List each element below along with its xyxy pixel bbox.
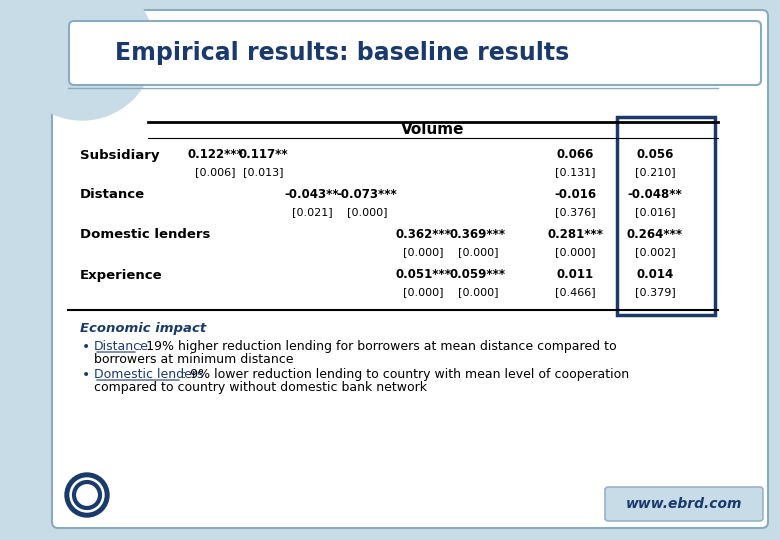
Text: [0.000]: [0.000] bbox=[402, 287, 443, 297]
Text: Distance: Distance bbox=[80, 188, 145, 201]
Circle shape bbox=[70, 478, 104, 512]
Text: -0.016: -0.016 bbox=[554, 188, 596, 201]
Text: [0.000]: [0.000] bbox=[458, 287, 498, 297]
Text: compared to country without domestic bank network: compared to country without domestic ban… bbox=[94, 381, 427, 394]
Text: -0.048**: -0.048** bbox=[628, 188, 682, 201]
Text: 0.066: 0.066 bbox=[556, 148, 594, 161]
Text: [0.013]: [0.013] bbox=[243, 167, 283, 177]
Text: 0.011: 0.011 bbox=[556, 268, 594, 281]
Text: 0.362***: 0.362*** bbox=[395, 228, 451, 241]
FancyBboxPatch shape bbox=[617, 117, 715, 315]
Text: -0.043**: -0.043** bbox=[285, 188, 339, 201]
Text: 0.117**: 0.117** bbox=[238, 148, 288, 161]
Text: •: • bbox=[82, 340, 90, 354]
Text: [0.210]: [0.210] bbox=[635, 167, 675, 177]
Text: www.ebrd.com: www.ebrd.com bbox=[626, 497, 743, 511]
FancyBboxPatch shape bbox=[52, 10, 768, 528]
Text: Volume: Volume bbox=[401, 123, 465, 138]
Text: Distance: Distance bbox=[94, 340, 149, 353]
Text: borrowers at minimum distance: borrowers at minimum distance bbox=[94, 353, 293, 366]
FancyBboxPatch shape bbox=[605, 487, 763, 521]
Text: 0.369***: 0.369*** bbox=[450, 228, 506, 241]
Circle shape bbox=[65, 473, 109, 517]
Text: 0.281***: 0.281*** bbox=[547, 228, 603, 241]
Text: •: • bbox=[82, 368, 90, 382]
Text: [0.131]: [0.131] bbox=[555, 167, 595, 177]
Text: Domestic lenders: Domestic lenders bbox=[94, 368, 204, 381]
Text: [0.002]: [0.002] bbox=[635, 247, 675, 257]
Text: [0.379]: [0.379] bbox=[635, 287, 675, 297]
Text: Empirical results: baseline results: Empirical results: baseline results bbox=[115, 41, 569, 65]
Text: [0.466]: [0.466] bbox=[555, 287, 595, 297]
Text: [0.000]: [0.000] bbox=[402, 247, 443, 257]
Circle shape bbox=[10, 0, 154, 120]
Text: 0.264***: 0.264*** bbox=[627, 228, 683, 241]
Text: : 19% higher reduction lending for borrowers at mean distance compared to: : 19% higher reduction lending for borro… bbox=[138, 340, 617, 353]
Text: [0.016]: [0.016] bbox=[635, 207, 675, 217]
Text: 0.059***: 0.059*** bbox=[450, 268, 506, 281]
FancyBboxPatch shape bbox=[69, 21, 761, 85]
Text: [0.006]: [0.006] bbox=[195, 167, 236, 177]
Text: 0.014: 0.014 bbox=[636, 268, 674, 281]
Text: [0.021]: [0.021] bbox=[292, 207, 332, 217]
Text: : 9% lower reduction lending to country with mean level of cooperation: : 9% lower reduction lending to country … bbox=[182, 368, 629, 381]
Text: [0.376]: [0.376] bbox=[555, 207, 595, 217]
Text: 0.051***: 0.051*** bbox=[395, 268, 451, 281]
Text: Economic impact: Economic impact bbox=[80, 322, 206, 335]
Text: [0.000]: [0.000] bbox=[347, 207, 387, 217]
Text: Experience: Experience bbox=[80, 268, 162, 281]
Text: 0.056: 0.056 bbox=[636, 148, 674, 161]
Text: [0.000]: [0.000] bbox=[555, 247, 595, 257]
Text: -0.073***: -0.073*** bbox=[337, 188, 397, 201]
Text: Domestic lenders: Domestic lenders bbox=[80, 228, 211, 241]
Text: 0.122***: 0.122*** bbox=[187, 148, 243, 161]
Text: Subsidiary: Subsidiary bbox=[80, 148, 159, 161]
Text: [0.000]: [0.000] bbox=[458, 247, 498, 257]
